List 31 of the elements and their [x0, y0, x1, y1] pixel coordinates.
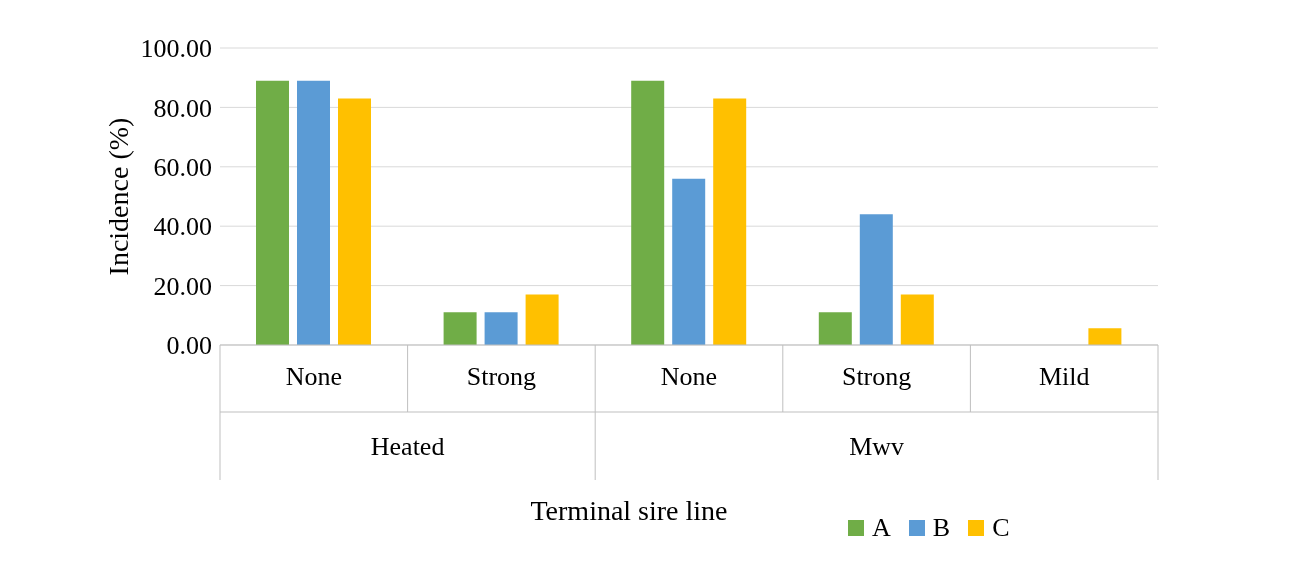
- bar: [631, 80, 665, 345]
- bar: [484, 312, 518, 345]
- y-tick-label: 20.00: [153, 271, 212, 301]
- x-tick-label: None: [660, 362, 718, 392]
- bar: [859, 214, 893, 345]
- legend-label: C: [992, 513, 1010, 543]
- y-tick-label: 40.00: [153, 212, 212, 242]
- bar: [818, 312, 852, 345]
- bar: [443, 312, 477, 345]
- y-tick-label: 80.00: [153, 93, 212, 123]
- bar: [672, 178, 706, 345]
- text: Heated: [370, 432, 445, 461]
- bar: [1088, 328, 1122, 345]
- x-tick-label: Strong: [466, 362, 537, 392]
- bar: [338, 98, 371, 345]
- x-tick-label: Mild: [1038, 362, 1090, 392]
- x-tick-label: Strong: [841, 362, 912, 392]
- bar: [297, 80, 330, 345]
- bar: [525, 294, 559, 345]
- y-axis-title: Incidence (%): [102, 117, 134, 276]
- y-tick-label: 100.00: [140, 34, 212, 64]
- bar: [900, 294, 934, 345]
- bar: [713, 98, 747, 345]
- bar: [256, 80, 289, 345]
- y-tick-label: 60.00: [153, 153, 212, 183]
- text: Mwv: [849, 432, 905, 461]
- x-axis-title: Terminal sire line: [530, 495, 728, 526]
- y-tick-label: 0.00: [166, 331, 212, 361]
- x-tick-label: None: [285, 362, 342, 392]
- legend-label: B: [932, 513, 951, 543]
- legend-label: A: [872, 513, 891, 543]
